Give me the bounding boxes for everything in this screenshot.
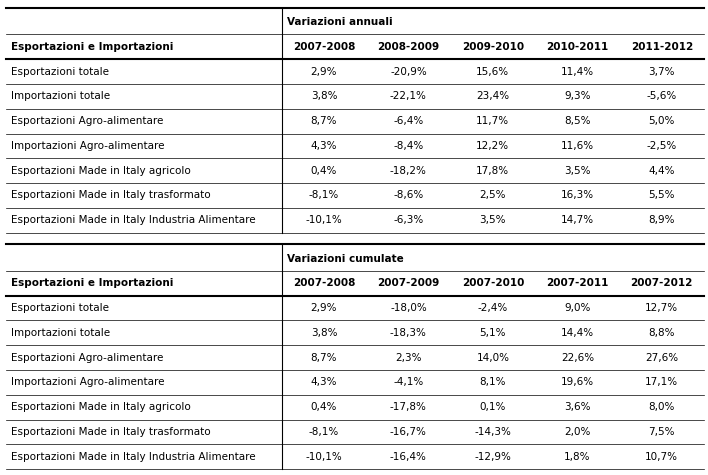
Text: 12,2%: 12,2% — [476, 141, 510, 151]
Text: -8,6%: -8,6% — [393, 190, 423, 200]
Text: Importazioni Agro-alimentare: Importazioni Agro-alimentare — [11, 141, 164, 151]
Text: -14,3%: -14,3% — [474, 427, 511, 437]
Text: 8,5%: 8,5% — [564, 116, 590, 126]
Text: 2007-2008: 2007-2008 — [292, 42, 355, 52]
Text: 19,6%: 19,6% — [561, 378, 594, 388]
Text: -12,9%: -12,9% — [474, 452, 511, 462]
Text: 4,4%: 4,4% — [649, 166, 675, 176]
Text: Esportazioni Made in Italy trasformato: Esportazioni Made in Italy trasformato — [11, 190, 210, 200]
Text: 14,7%: 14,7% — [561, 215, 594, 225]
Text: Esportazioni Made in Italy Industria Alimentare: Esportazioni Made in Italy Industria Ali… — [11, 452, 256, 462]
Text: 8,7%: 8,7% — [311, 116, 337, 126]
Text: 8,1%: 8,1% — [479, 378, 506, 388]
Text: 3,5%: 3,5% — [564, 166, 590, 176]
Text: Variazioni cumulate: Variazioni cumulate — [287, 254, 404, 264]
Text: -6,3%: -6,3% — [393, 215, 423, 225]
Text: -10,1%: -10,1% — [306, 452, 342, 462]
Text: 27,6%: 27,6% — [645, 352, 678, 362]
Text: 2008-2009: 2008-2009 — [377, 42, 440, 52]
Text: Variazioni annuali: Variazioni annuali — [287, 17, 392, 28]
Text: 2007-2009: 2007-2009 — [377, 278, 440, 288]
Text: -18,0%: -18,0% — [390, 303, 427, 313]
Text: -4,1%: -4,1% — [393, 378, 423, 388]
Text: Importazioni totale: Importazioni totale — [11, 328, 110, 338]
Text: 2007-2012: 2007-2012 — [631, 278, 693, 288]
Text: Esportazioni totale: Esportazioni totale — [11, 303, 109, 313]
Text: 8,0%: 8,0% — [649, 402, 675, 412]
Text: 16,3%: 16,3% — [561, 190, 594, 200]
Text: -2,4%: -2,4% — [478, 303, 508, 313]
Text: 10,7%: 10,7% — [645, 452, 678, 462]
Text: -2,5%: -2,5% — [646, 141, 677, 151]
Text: Esportazioni totale: Esportazioni totale — [11, 66, 109, 76]
Text: 5,0%: 5,0% — [649, 116, 675, 126]
Text: 9,0%: 9,0% — [564, 303, 590, 313]
Text: 7,5%: 7,5% — [649, 427, 675, 437]
Text: Esportazioni Made in Italy Industria Alimentare: Esportazioni Made in Italy Industria Ali… — [11, 215, 256, 225]
Text: 2010-2011: 2010-2011 — [546, 42, 608, 52]
Text: 2,0%: 2,0% — [564, 427, 590, 437]
Text: 3,8%: 3,8% — [311, 91, 337, 101]
Text: 15,6%: 15,6% — [476, 66, 510, 76]
Text: 11,4%: 11,4% — [561, 66, 594, 76]
Text: -18,3%: -18,3% — [390, 328, 427, 338]
Text: 0,1%: 0,1% — [479, 402, 506, 412]
Text: 2007-2008: 2007-2008 — [292, 278, 355, 288]
Text: Esportazioni e Importazioni: Esportazioni e Importazioni — [11, 42, 173, 52]
Text: 2011-2012: 2011-2012 — [631, 42, 693, 52]
Text: 0,4%: 0,4% — [311, 166, 337, 176]
Text: 2007-2011: 2007-2011 — [546, 278, 608, 288]
Text: 2,9%: 2,9% — [311, 66, 337, 76]
Text: -18,2%: -18,2% — [390, 166, 427, 176]
Text: 3,7%: 3,7% — [649, 66, 675, 76]
Text: Esportazioni Made in Italy agricolo: Esportazioni Made in Italy agricolo — [11, 166, 190, 176]
Text: -16,7%: -16,7% — [390, 427, 427, 437]
Text: 8,7%: 8,7% — [311, 352, 337, 362]
Text: -6,4%: -6,4% — [393, 116, 423, 126]
Text: -16,4%: -16,4% — [390, 452, 427, 462]
Text: 2007-2010: 2007-2010 — [462, 278, 524, 288]
Text: Esportazioni Made in Italy agricolo: Esportazioni Made in Italy agricolo — [11, 402, 190, 412]
Text: 2,5%: 2,5% — [479, 190, 506, 200]
Text: -8,1%: -8,1% — [309, 190, 339, 200]
Text: 11,7%: 11,7% — [476, 116, 510, 126]
Text: 17,8%: 17,8% — [476, 166, 510, 176]
Text: 22,6%: 22,6% — [561, 352, 594, 362]
Text: Importazioni Agro-alimentare: Importazioni Agro-alimentare — [11, 378, 164, 388]
Text: 17,1%: 17,1% — [645, 378, 678, 388]
Text: 4,3%: 4,3% — [311, 378, 337, 388]
Text: -17,8%: -17,8% — [390, 402, 427, 412]
Text: -8,1%: -8,1% — [309, 427, 339, 437]
Text: Esportazioni Agro-alimentare: Esportazioni Agro-alimentare — [11, 116, 164, 126]
Text: Esportazioni Made in Italy trasformato: Esportazioni Made in Italy trasformato — [11, 427, 210, 437]
Text: 12,7%: 12,7% — [645, 303, 678, 313]
Text: Importazioni totale: Importazioni totale — [11, 91, 110, 101]
Text: 9,3%: 9,3% — [564, 91, 590, 101]
Text: 5,5%: 5,5% — [649, 190, 675, 200]
Text: 3,5%: 3,5% — [479, 215, 506, 225]
Text: 3,8%: 3,8% — [311, 328, 337, 338]
Text: -20,9%: -20,9% — [390, 66, 427, 76]
Text: 0,4%: 0,4% — [311, 402, 337, 412]
Text: 11,6%: 11,6% — [561, 141, 594, 151]
Text: Esportazioni Agro-alimentare: Esportazioni Agro-alimentare — [11, 352, 164, 362]
Text: Esportazioni e Importazioni: Esportazioni e Importazioni — [11, 278, 173, 288]
Text: 3,6%: 3,6% — [564, 402, 590, 412]
Text: 4,3%: 4,3% — [311, 141, 337, 151]
Text: 8,8%: 8,8% — [649, 328, 675, 338]
Text: 14,4%: 14,4% — [561, 328, 594, 338]
Text: -22,1%: -22,1% — [390, 91, 427, 101]
Text: 8,9%: 8,9% — [649, 215, 675, 225]
Text: 2,9%: 2,9% — [311, 303, 337, 313]
Text: 1,8%: 1,8% — [564, 452, 590, 462]
Text: 5,1%: 5,1% — [479, 328, 506, 338]
Text: -10,1%: -10,1% — [306, 215, 342, 225]
Text: 2,3%: 2,3% — [395, 352, 422, 362]
Text: -8,4%: -8,4% — [393, 141, 423, 151]
Text: -5,6%: -5,6% — [646, 91, 677, 101]
Text: 2009-2010: 2009-2010 — [462, 42, 524, 52]
Text: 23,4%: 23,4% — [476, 91, 510, 101]
Text: 14,0%: 14,0% — [476, 352, 509, 362]
